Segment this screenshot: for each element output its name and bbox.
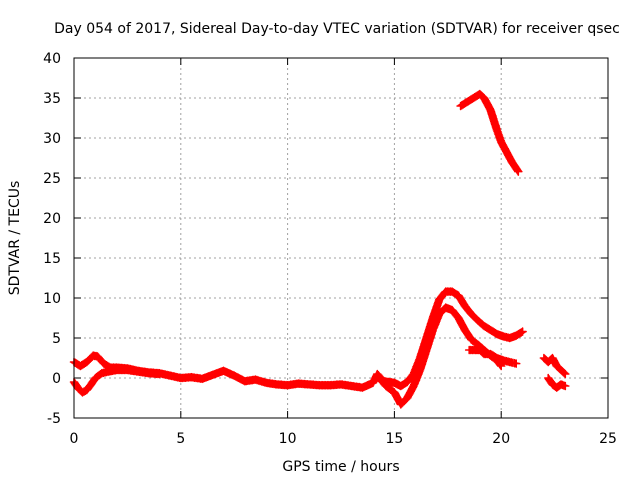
x-tick-label: 25 [599, 431, 617, 447]
series-arc-5 [539, 353, 570, 379]
plot-frame [73, 57, 609, 419]
series-arc-7 [456, 89, 523, 176]
y-axis-label: SDTVAR / TECUs [7, 181, 23, 296]
series-arc-4 [464, 345, 521, 368]
y-tick-label: 30 [43, 131, 61, 147]
series-arc-1 [69, 287, 527, 392]
y-tick-label: 15 [43, 251, 61, 267]
y-tick-label: 10 [43, 291, 61, 307]
series-arc-2 [69, 365, 164, 397]
y-tick-label: 20 [43, 211, 61, 227]
y-tick-label: 40 [43, 51, 61, 67]
x-tick-label: 0 [70, 431, 79, 447]
y-tick-label: -5 [47, 411, 61, 427]
y-tick-label: 25 [43, 171, 61, 187]
x-tick-label: 10 [279, 431, 297, 447]
grid-layer [74, 58, 608, 418]
x-tick-label: 15 [385, 431, 403, 447]
x-axis-label: GPS time / hours [282, 459, 399, 475]
x-tick-label: 5 [176, 431, 185, 447]
x-tick-label: 20 [492, 431, 510, 447]
y-tick-label: 5 [52, 331, 61, 347]
tick-layer: 0 5 10 15 20 25 -5 0 5 10 15 20 25 30 35 40 [43, 51, 617, 447]
chart-title: Day 054 of 2017, Sidereal Day-to-day VTE… [54, 21, 620, 37]
y-tick-label: 35 [43, 91, 61, 107]
series-arc-6 [543, 373, 570, 392]
y-tick-label: 0 [52, 371, 61, 387]
